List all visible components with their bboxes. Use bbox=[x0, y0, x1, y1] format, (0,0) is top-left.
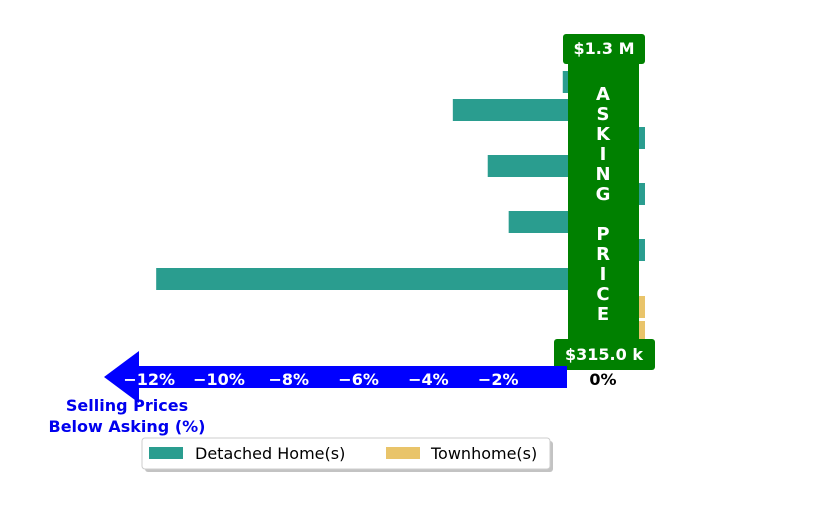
asking-price-top-label: $1.3 M bbox=[574, 39, 635, 58]
legend: Detached Home(s) Townhome(s) bbox=[141, 437, 553, 472]
x-tick-label: −6% bbox=[338, 370, 379, 389]
asking-price-letter: S bbox=[597, 104, 610, 125]
legend-label-townhome: Townhome(s) bbox=[430, 444, 537, 463]
detached-bar bbox=[452, 99, 568, 121]
x-tick-label: −8% bbox=[269, 370, 310, 389]
x-axis-title: Below Asking (%) bbox=[49, 417, 206, 436]
x-tick-label: −12% bbox=[123, 370, 175, 389]
detached-bar bbox=[562, 71, 568, 93]
asking-price-letter: P bbox=[596, 224, 609, 245]
asking-price-letter: K bbox=[596, 124, 611, 145]
asking-price-letter: I bbox=[600, 144, 607, 165]
x-axis-title: Selling Prices bbox=[66, 396, 188, 415]
x-tick-label: −10% bbox=[193, 370, 245, 389]
x-axis-layer: −12% −10% −8% −6% −4% −2% 0% Selling Prices Belo… bbox=[49, 351, 617, 436]
detached-bar bbox=[508, 211, 568, 233]
asking-price-top-box bbox=[563, 34, 645, 64]
asking-price-bottom-box bbox=[554, 339, 655, 370]
asking-price-letter: G bbox=[596, 184, 611, 205]
asking-price-letter: I bbox=[600, 264, 607, 285]
asking-price-letter: E bbox=[597, 304, 609, 325]
x-tick-label: −4% bbox=[408, 370, 449, 389]
asking-price-letter: A bbox=[596, 84, 610, 105]
legend-box bbox=[141, 437, 551, 470]
legend-swatch-townhome bbox=[386, 447, 420, 459]
asking-price-column bbox=[568, 60, 639, 360]
x-axis-arrow bbox=[104, 351, 567, 403]
x-tick-label-zero: 0% bbox=[589, 370, 616, 389]
x-tick-label: −2% bbox=[478, 370, 519, 389]
asking-price-bottom-label: $315.0 k bbox=[565, 345, 643, 364]
asking-price-letter bbox=[600, 204, 606, 225]
asking-price-letter: C bbox=[596, 284, 609, 305]
asking-price-letter: R bbox=[596, 244, 610, 265]
legend-label-detached: Detached Home(s) bbox=[195, 444, 345, 463]
asking-price-letter: N bbox=[595, 164, 610, 185]
detached-bar bbox=[156, 268, 568, 290]
detached-bar bbox=[487, 155, 568, 177]
legend-swatch-detached bbox=[149, 447, 183, 459]
